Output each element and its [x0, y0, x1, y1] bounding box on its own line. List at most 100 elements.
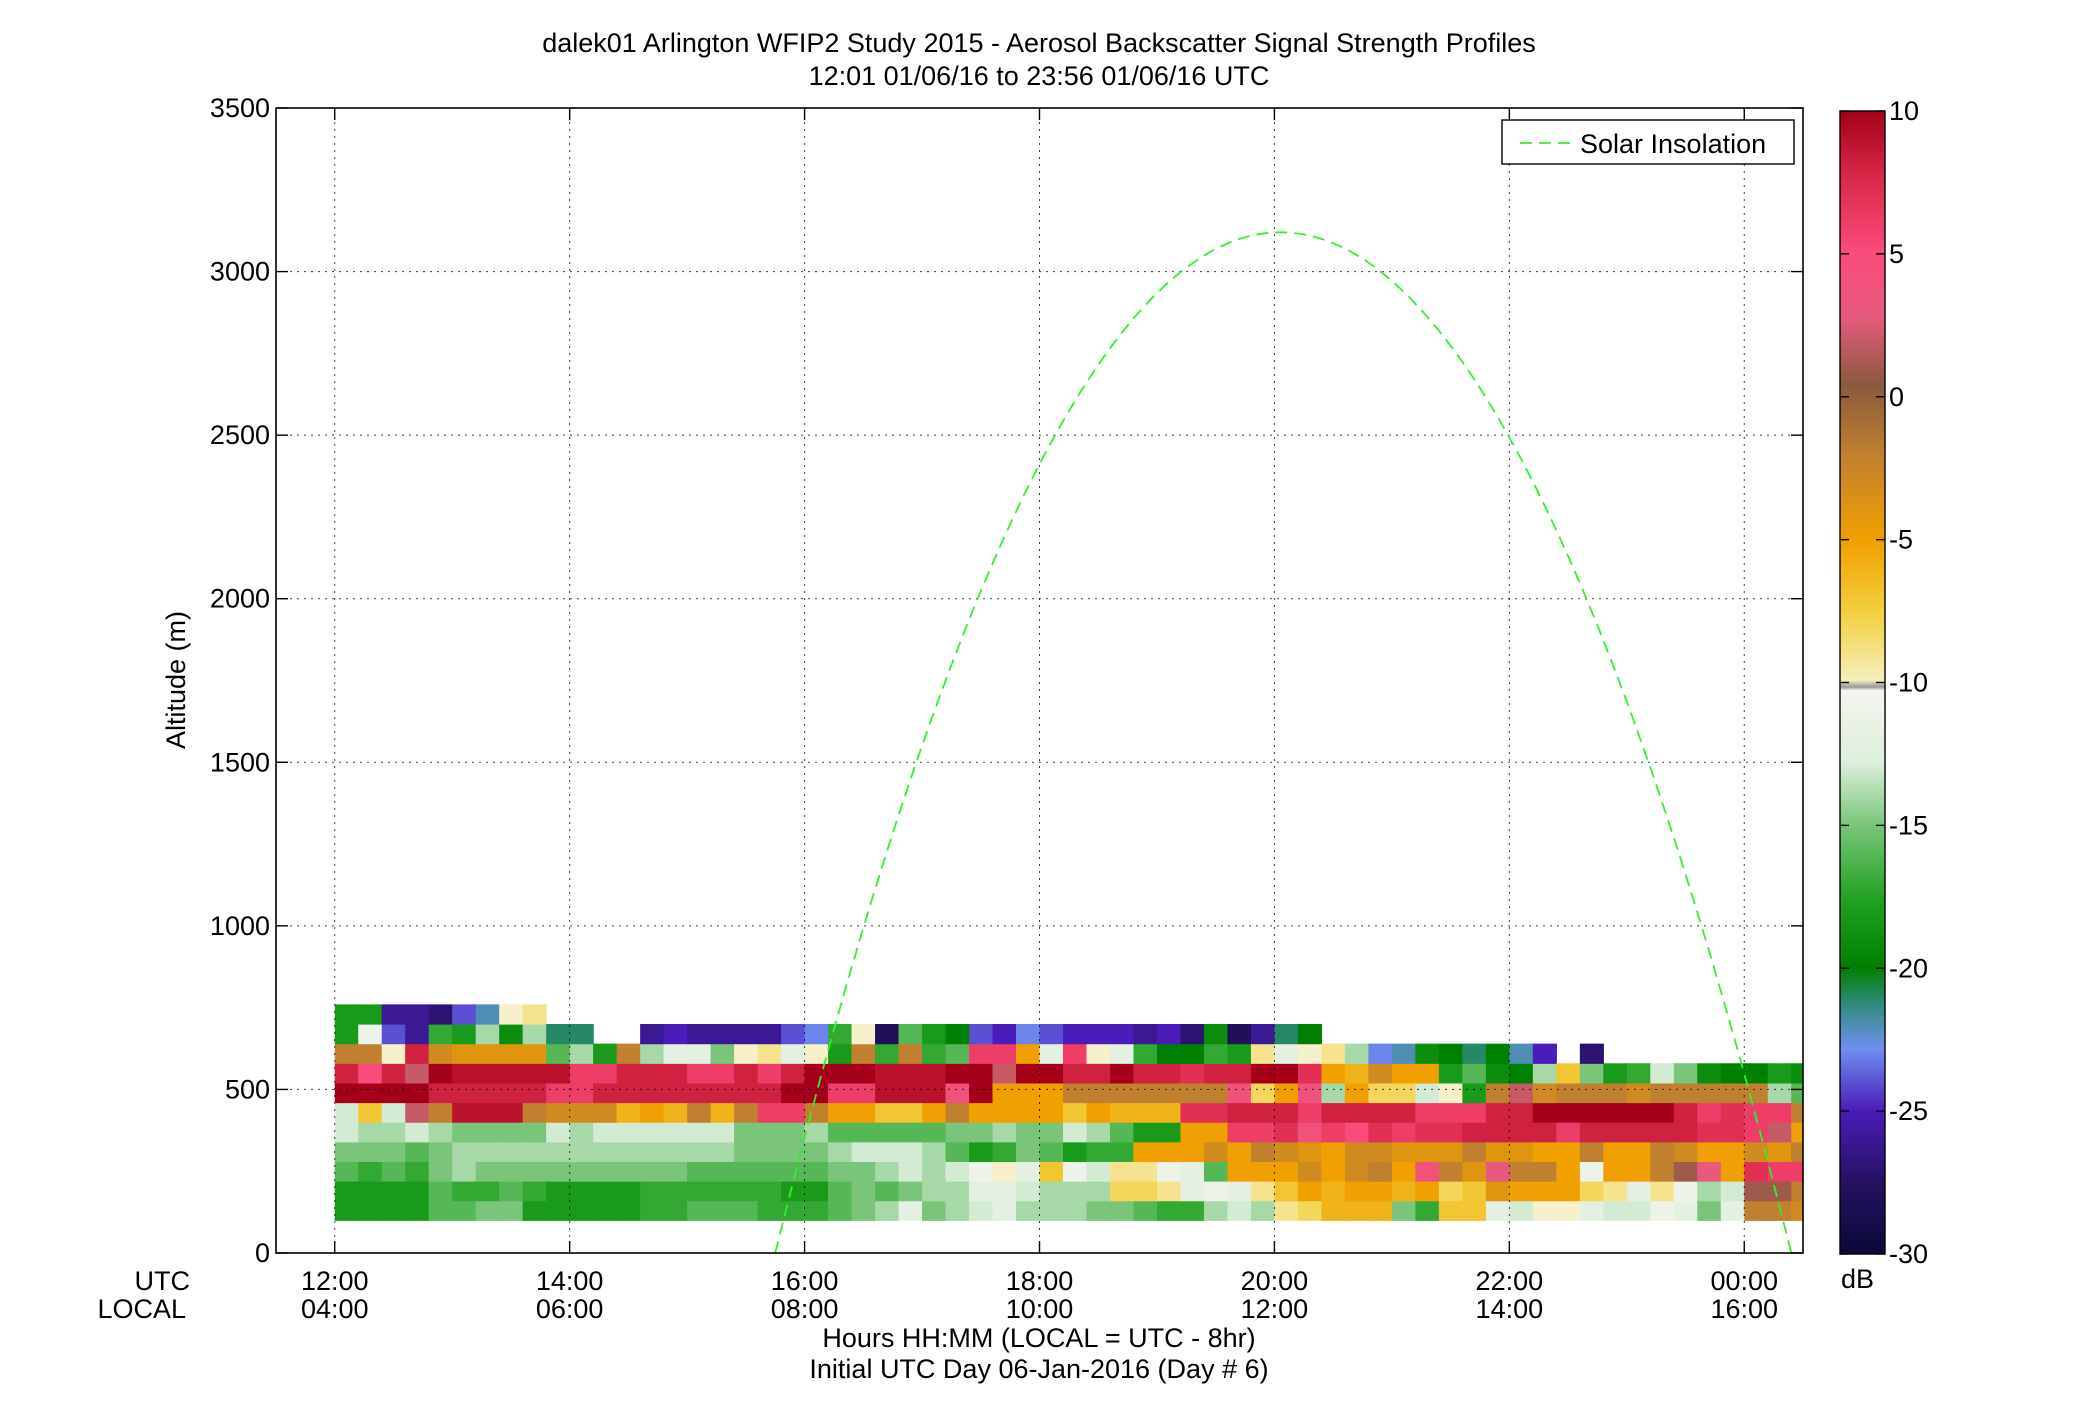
heatmap-cell — [1603, 1181, 1628, 1202]
heatmap-cell — [851, 1024, 876, 1045]
heatmap-cell — [1697, 1122, 1722, 1143]
heatmap-cell — [1673, 1122, 1698, 1143]
heatmap-cell — [1133, 1043, 1158, 1064]
heatmap-cell — [1509, 1102, 1534, 1123]
heatmap-cell — [358, 1063, 383, 1084]
heatmap-cell — [1203, 1102, 1229, 1123]
heatmap-cell — [1509, 1122, 1534, 1143]
x-tick-label-local: 16:00 — [1710, 1294, 1778, 1324]
heatmap-cell — [452, 1181, 477, 1202]
heatmap-cell — [828, 1161, 853, 1182]
heatmap-cell — [851, 1063, 876, 1084]
heatmap-cell — [1791, 1063, 1803, 1084]
heatmap-cell — [1321, 1082, 1346, 1104]
heatmap-cell — [522, 1200, 547, 1221]
heatmap-cell — [757, 1043, 782, 1064]
heatmap-cell — [381, 1181, 406, 1202]
heatmap-cell — [1650, 1161, 1675, 1182]
heatmap-cell — [1297, 1181, 1323, 1202]
heatmap-cell — [1109, 1161, 1135, 1182]
heatmap-cell — [1086, 1161, 1111, 1182]
heatmap-cell — [1227, 1200, 1252, 1221]
heatmap-cell — [1626, 1161, 1651, 1182]
heatmap-cell — [1321, 1063, 1346, 1084]
heatmap-cell — [499, 1004, 524, 1025]
heatmap-cell — [1274, 1181, 1299, 1202]
heatmap-cell — [1391, 1043, 1416, 1064]
heatmap-cell — [499, 1043, 524, 1064]
heatmap-cell — [898, 1024, 923, 1045]
heatmap-cell — [875, 1082, 900, 1104]
heatmap-cell — [1744, 1200, 1769, 1221]
heatmap-cell — [663, 1102, 688, 1123]
heatmap-cell — [452, 1141, 477, 1162]
heatmap-cell — [1133, 1122, 1158, 1143]
heatmap-cell — [1697, 1200, 1722, 1221]
colorbar-tick-label: -5 — [1889, 525, 1913, 555]
heatmap-cell — [1039, 1082, 1064, 1104]
heatmap-cell — [428, 1122, 453, 1143]
heatmap-cell — [522, 1004, 547, 1025]
heatmap-cell — [687, 1024, 712, 1045]
heatmap-cell — [1203, 1043, 1229, 1064]
heatmap-cell — [1016, 1102, 1041, 1123]
heatmap-cell — [452, 1063, 477, 1084]
colorbar-tick-label: -30 — [1889, 1239, 1928, 1269]
heatmap-cell — [569, 1043, 594, 1064]
heatmap-cell — [687, 1161, 712, 1182]
heatmap-cell — [663, 1141, 688, 1162]
heatmap-cell — [1626, 1102, 1651, 1123]
heatmap-cell — [1180, 1161, 1205, 1182]
heatmap-cell — [1086, 1063, 1111, 1084]
heatmap-cell — [734, 1043, 759, 1064]
heatmap-cell — [452, 1004, 477, 1025]
heatmap-cell — [1415, 1102, 1440, 1123]
heatmap-cell — [969, 1141, 994, 1162]
colorbar-tick-label: -25 — [1889, 1096, 1928, 1126]
heatmap-cell — [475, 1122, 500, 1143]
heatmap-cell — [1203, 1200, 1229, 1221]
heatmap-cell — [1579, 1141, 1604, 1162]
heatmap-cell — [1227, 1024, 1252, 1045]
heatmap-cell — [1039, 1181, 1064, 1202]
heatmap-cell — [428, 1102, 453, 1123]
x-axis-label-day: Initial UTC Day 06-Jan-2016 (Day # 6) — [809, 1354, 1268, 1384]
heatmap-cell — [1180, 1102, 1205, 1123]
heatmap-cell — [381, 1043, 406, 1064]
heatmap-layer — [334, 1004, 1803, 1221]
heatmap-cell — [1485, 1102, 1510, 1123]
heatmap-cell — [1016, 1063, 1041, 1084]
heatmap-cell — [898, 1122, 923, 1143]
heatmap-cell — [381, 1063, 406, 1084]
heatmap-cell — [781, 1063, 806, 1084]
heatmap-cell — [710, 1024, 735, 1045]
heatmap-cell — [969, 1082, 994, 1104]
heatmap-cell — [875, 1161, 900, 1182]
heatmap-cell — [1415, 1122, 1440, 1143]
heatmap-cell — [1203, 1161, 1229, 1182]
heatmap-cell — [616, 1122, 641, 1143]
heatmap-cell — [1368, 1181, 1393, 1202]
heatmap-cell — [710, 1082, 735, 1104]
colorbar-tick-label: 0 — [1889, 382, 1904, 412]
heatmap-cell — [1062, 1063, 1088, 1084]
heatmap-cell — [1039, 1200, 1064, 1221]
heatmap-cell — [1297, 1063, 1323, 1084]
heatmap-cell — [1039, 1063, 1064, 1084]
heatmap-cell — [428, 1004, 453, 1025]
heatmap-cell — [1438, 1043, 1463, 1064]
heatmap-cell — [969, 1200, 994, 1221]
heatmap-cell — [851, 1102, 876, 1123]
heatmap-cell — [804, 1082, 829, 1104]
heatmap-cell — [1532, 1082, 1557, 1104]
heatmap-cell — [1626, 1181, 1651, 1202]
heatmap-cell — [334, 1004, 359, 1025]
heatmap-cell — [1791, 1141, 1803, 1162]
heatmap-cell — [640, 1181, 665, 1202]
heatmap-cell — [1297, 1161, 1323, 1182]
heatmap-cell — [358, 1200, 383, 1221]
heatmap-cell — [1650, 1102, 1675, 1123]
heatmap-cell — [1133, 1200, 1158, 1221]
heatmap-cell — [1039, 1043, 1064, 1064]
